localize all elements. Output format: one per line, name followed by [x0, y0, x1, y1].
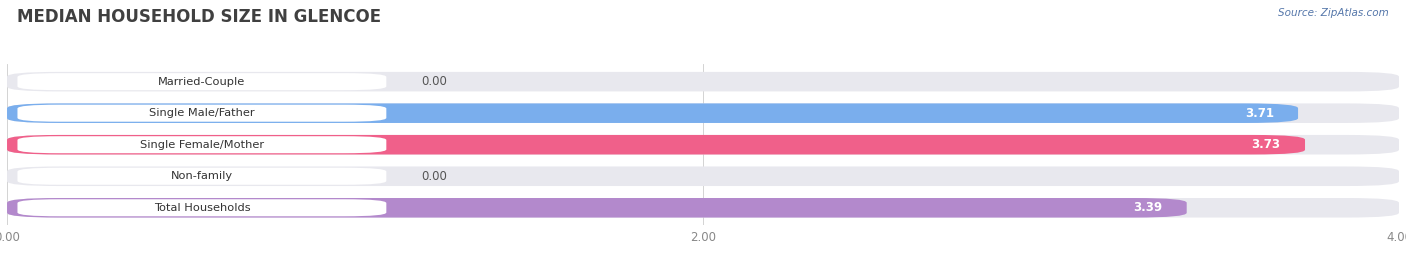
FancyBboxPatch shape [7, 166, 1399, 186]
FancyBboxPatch shape [17, 168, 387, 185]
FancyBboxPatch shape [17, 136, 387, 153]
FancyBboxPatch shape [17, 73, 387, 90]
Text: Single Male/Father: Single Male/Father [149, 108, 254, 118]
Text: 0.00: 0.00 [422, 170, 447, 183]
Text: Total Households: Total Households [153, 203, 250, 213]
Text: 3.73: 3.73 [1251, 138, 1281, 151]
Text: 0.00: 0.00 [422, 75, 447, 88]
FancyBboxPatch shape [7, 198, 1187, 218]
FancyBboxPatch shape [17, 105, 387, 122]
Text: Married-Couple: Married-Couple [159, 77, 246, 87]
FancyBboxPatch shape [7, 135, 1399, 154]
Text: MEDIAN HOUSEHOLD SIZE IN GLENCOE: MEDIAN HOUSEHOLD SIZE IN GLENCOE [17, 8, 381, 26]
FancyBboxPatch shape [7, 103, 1298, 123]
FancyBboxPatch shape [7, 103, 1399, 123]
FancyBboxPatch shape [7, 198, 1399, 218]
Text: 3.39: 3.39 [1133, 201, 1163, 214]
Text: Non-family: Non-family [172, 171, 233, 181]
FancyBboxPatch shape [7, 72, 1399, 91]
FancyBboxPatch shape [17, 199, 387, 216]
Text: Source: ZipAtlas.com: Source: ZipAtlas.com [1278, 8, 1389, 18]
Text: 3.71: 3.71 [1244, 107, 1274, 120]
FancyBboxPatch shape [7, 135, 1305, 154]
Text: Single Female/Mother: Single Female/Mother [139, 140, 264, 150]
